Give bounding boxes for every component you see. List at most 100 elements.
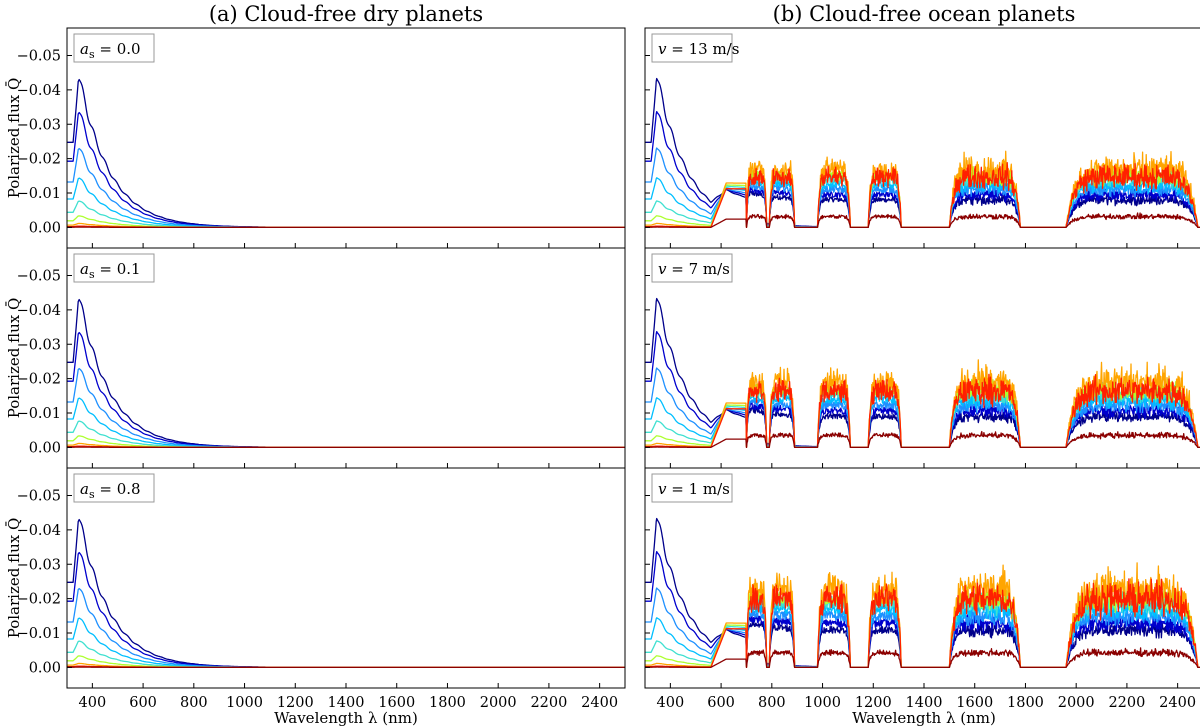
param-label: v = 7 m/s [658, 260, 730, 278]
param-box [651, 33, 733, 63]
x-tick-label: 400 [79, 695, 107, 711]
x-tick-label: 1000 [226, 695, 263, 711]
param-sub: s [89, 48, 95, 61]
x-tick-label: 1800 [429, 695, 466, 711]
panel: 400 600 800 1000 1200 1400 1600 1800 2000 2200 240… [644, 467, 1200, 711]
param-symbol: v [658, 260, 667, 278]
y-tick-label: −0.01 [17, 406, 61, 422]
y-tick-label: −0.05 [17, 489, 61, 505]
x-tick-label: 1200 [855, 695, 892, 711]
series-line-curve-2 [645, 550, 1200, 669]
series-line-curve-6 [67, 215, 625, 229]
y-axis-label: Polarized flux Q̄ [5, 78, 23, 199]
y-tick-label: −0.04 [17, 523, 61, 539]
x-tick-label: 2400 [581, 695, 618, 711]
series-group [67, 298, 625, 449]
series-line-curve-1 [67, 78, 625, 229]
y-tick-label: −0.03 [17, 117, 61, 133]
series-line-curve-1 [67, 518, 625, 669]
x-tick-label: 1200 [277, 695, 314, 711]
y-tick-label: −0.05 [17, 49, 61, 65]
series-line-curve-2 [67, 551, 625, 669]
x-tick-label: 600 [707, 695, 735, 711]
x-tick-label: 2200 [530, 695, 567, 711]
param-symbol: a [80, 480, 89, 498]
param-box [651, 253, 733, 283]
x-tick-label: 2000 [1058, 695, 1095, 711]
series-line-curve-5 [67, 200, 625, 229]
panel: 0.00 −0.01 −0.02 −0.03 −0.04 −0.05 400 600 800 10… [5, 467, 626, 711]
y-tick-label: −0.04 [17, 303, 61, 319]
x-tick-label: 1800 [1007, 695, 1044, 711]
x-tick-label: 1000 [804, 695, 841, 711]
y-tick-label: −0.03 [17, 557, 61, 573]
x-tick-label: 1600 [378, 695, 415, 711]
panel: v = 13 m/s [644, 27, 1200, 249]
series-group [67, 78, 625, 229]
x-tick-label: 800 [758, 695, 786, 711]
y-tick-label: −0.01 [17, 186, 61, 202]
series-line-curve-1 [67, 298, 625, 449]
y-tick-label: −0.04 [17, 83, 61, 99]
param-box [73, 33, 155, 63]
series-line-curve-5 [67, 420, 625, 449]
y-tick-label: −0.03 [17, 337, 61, 353]
series-group [645, 297, 1200, 449]
y-axis-label: Polarized flux Q̄ [5, 298, 23, 419]
series-line-curve-1 [645, 77, 1200, 229]
y-tick-label: −0.02 [17, 592, 61, 608]
x-tick-label: 2400 [1159, 695, 1196, 711]
x-axis-label: Wavelength λ (nm) [274, 709, 418, 727]
param-box [651, 473, 733, 503]
y-tick-label: −0.01 [17, 626, 61, 642]
y-tick-label: 0.00 [29, 440, 61, 456]
x-tick-label: 1600 [956, 695, 993, 711]
param-symbol: a [80, 260, 89, 278]
column-title: (b) Cloud-free ocean planets [773, 2, 1076, 26]
series-line-curve-9 [645, 212, 1200, 229]
x-tick-label: 600 [129, 695, 157, 711]
param-sub: s [89, 268, 95, 281]
y-tick-label: 0.00 [29, 660, 61, 676]
param-value: = 1 m/s [666, 480, 729, 498]
series-line-curve-2 [67, 331, 625, 449]
series-group [645, 517, 1200, 669]
series-line-curve-2 [67, 111, 625, 229]
x-tick-label: 1400 [328, 695, 365, 711]
y-tick-label: −0.05 [17, 269, 61, 285]
series-group [645, 77, 1200, 229]
param-label: v = 13 m/s [658, 40, 739, 58]
x-tick-label: 1400 [906, 695, 943, 711]
param-label: as = 0.1 [80, 260, 141, 281]
series-line-curve-9 [645, 430, 1200, 449]
param-value: = 0.8 [95, 480, 141, 498]
param-box [73, 253, 155, 283]
param-symbol: v [658, 40, 667, 58]
y-tick-label: −0.02 [17, 372, 61, 388]
param-value: = 7 m/s [666, 260, 729, 278]
series-line-curve-5 [67, 640, 625, 669]
x-tick-label: 800 [180, 695, 208, 711]
series-group [67, 518, 625, 669]
x-tick-label: 400 [657, 695, 685, 711]
param-label: as = 0.0 [80, 40, 141, 61]
panel: v = 7 m/s [644, 247, 1200, 469]
x-axis-label: Wavelength λ (nm) [852, 709, 996, 727]
x-tick-label: 2000 [480, 695, 517, 711]
x-tick-label: 2200 [1108, 695, 1145, 711]
y-tick-label: −0.02 [17, 152, 61, 168]
param-value: = 13 m/s [666, 40, 739, 58]
series-line-curve-6 [67, 435, 625, 449]
panel: 0.00 −0.01 −0.02 −0.03 −0.04 −0.05 as = 0.1 Pol… [5, 247, 626, 469]
param-label: as = 0.8 [80, 480, 141, 501]
y-tick-label: 0.00 [29, 220, 61, 236]
param-box [73, 473, 155, 503]
param-sub: s [89, 488, 95, 501]
param-symbol: a [80, 40, 89, 58]
y-axis-label: Polarized flux Q̄ [5, 518, 23, 639]
param-symbol: v [658, 480, 667, 498]
param-value: = 0.0 [95, 40, 141, 58]
param-value: = 0.1 [95, 260, 141, 278]
panel: 0.00 −0.01 −0.02 −0.03 −0.04 −0.05 as = 0.0 Pol… [5, 27, 626, 249]
